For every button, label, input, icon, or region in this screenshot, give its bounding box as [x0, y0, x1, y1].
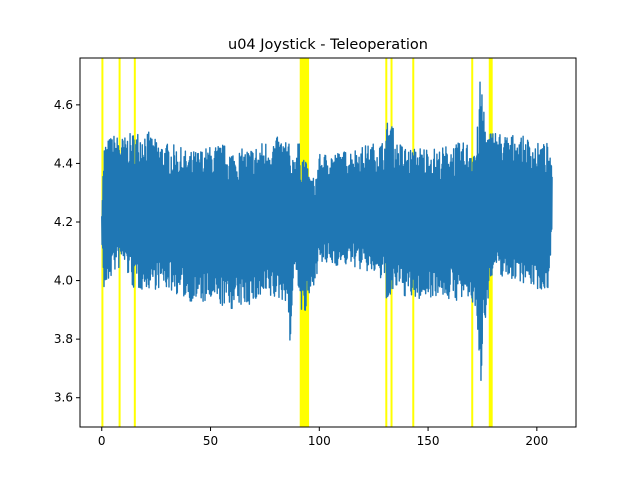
x-axis: 0 50 100 150 200	[98, 427, 548, 448]
chart-title: u04 Joystick - Teleoperation	[228, 37, 428, 53]
x-tick-label: 0	[98, 434, 106, 448]
y-tick-label: 4.6	[54, 98, 73, 112]
y-tick-label: 4.4	[54, 156, 73, 170]
x-tick-label: 150	[417, 434, 440, 448]
series-line-0	[101, 81, 553, 382]
plot-frame	[79, 57, 577, 428]
x-tick-label: 200	[525, 434, 548, 448]
y-tick-label: 4.2	[54, 215, 73, 229]
y-tick-label: 3.6	[54, 391, 73, 405]
y-axis: 3.6 3.8 4.0 4.2 4.4 4.6	[54, 98, 80, 405]
y-tick-label: 4.0	[54, 274, 73, 288]
x-tick-label: 100	[308, 434, 331, 448]
y-tick-label: 3.8	[54, 332, 73, 346]
x-tick-label: 50	[203, 434, 218, 448]
series-layer	[101, 81, 553, 382]
